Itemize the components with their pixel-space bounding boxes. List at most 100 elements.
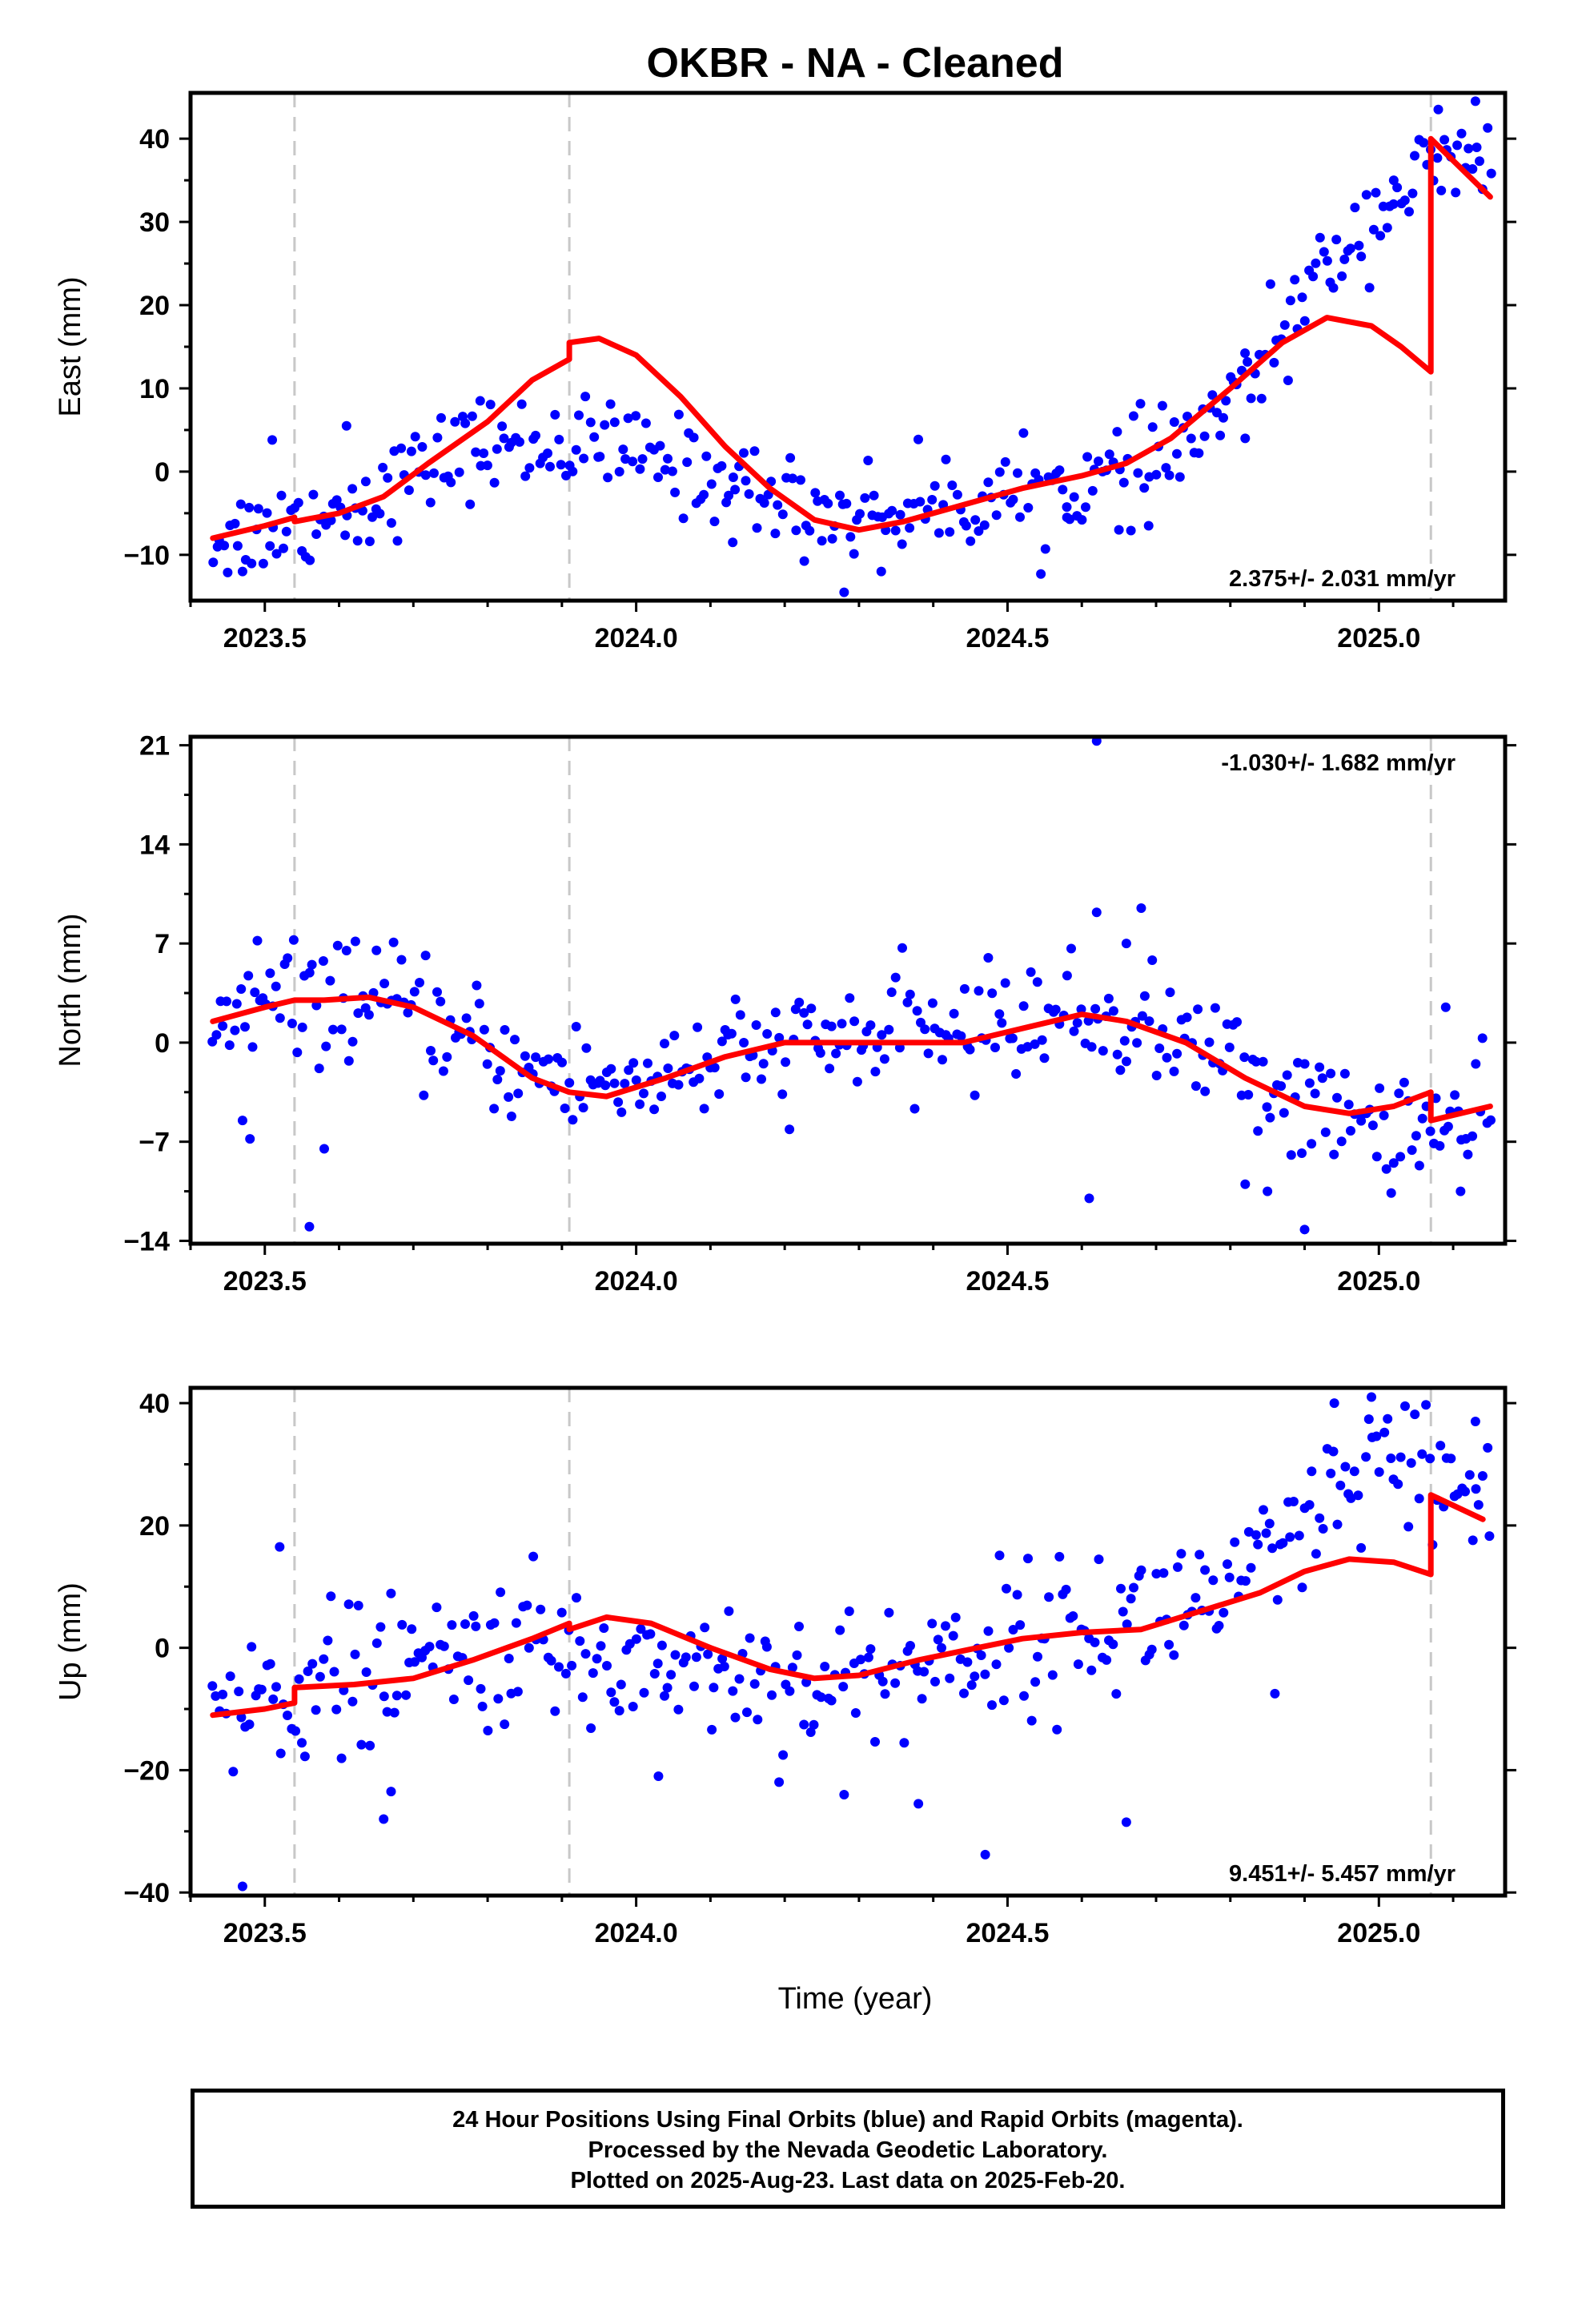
up-data-point bbox=[767, 1690, 777, 1700]
north-data-point bbox=[799, 1007, 809, 1018]
east-data-point bbox=[420, 470, 431, 480]
north-data-point bbox=[693, 1022, 703, 1032]
east-data-point bbox=[895, 509, 905, 520]
east-data-point bbox=[1297, 292, 1307, 303]
east-data-point bbox=[492, 444, 502, 454]
east-data-point bbox=[1207, 390, 1218, 400]
east-data-point bbox=[1139, 483, 1150, 493]
north-data-point bbox=[794, 997, 805, 1007]
east-outlier-point bbox=[267, 435, 278, 445]
up-data-point bbox=[703, 1649, 713, 1659]
east-data-point bbox=[1151, 469, 1162, 480]
up-data-point bbox=[1460, 1486, 1470, 1497]
east-data-point bbox=[623, 413, 633, 424]
up-x-tick-label: 2024.5 bbox=[966, 1918, 1049, 1948]
up-data-point bbox=[880, 1689, 890, 1699]
up-outlier-point bbox=[275, 1542, 285, 1552]
north-plot-frame bbox=[188, 734, 1508, 1246]
north-data-point bbox=[1282, 1070, 1292, 1080]
north-data-point bbox=[436, 996, 446, 1007]
east-data-point bbox=[618, 444, 628, 455]
up-panel: 2023.5 2024.0 2024.5 2025.0 −40 −20 0 20 40 Up (m… bbox=[54, 1385, 1516, 1948]
east-data-point bbox=[1356, 251, 1367, 262]
north-data-point bbox=[1037, 1035, 1047, 1045]
up-data-point bbox=[356, 1739, 367, 1750]
east-data-point bbox=[1023, 503, 1034, 513]
up-data-point bbox=[1294, 1530, 1304, 1541]
north-data-point bbox=[224, 1040, 235, 1051]
north-outlier-point bbox=[1084, 1193, 1094, 1204]
north-data-point bbox=[243, 971, 254, 981]
up-data-point bbox=[917, 1694, 927, 1704]
up-outlier-point bbox=[237, 1881, 247, 1892]
north-data-point bbox=[1279, 1108, 1289, 1118]
up-data-point bbox=[1340, 1462, 1351, 1472]
up-data-point bbox=[941, 1621, 950, 1631]
east-outlier-point bbox=[1470, 96, 1480, 107]
north-data-point bbox=[1407, 1145, 1417, 1156]
east-data-point bbox=[1077, 515, 1087, 525]
up-data-point bbox=[1379, 1427, 1390, 1437]
east-outlier-point bbox=[1388, 175, 1399, 186]
north-data-point bbox=[379, 979, 390, 989]
east-data-point bbox=[432, 432, 443, 443]
up-data-point bbox=[468, 1610, 479, 1621]
east-data-point bbox=[364, 537, 375, 546]
east-data-point bbox=[663, 453, 673, 464]
east-data-point bbox=[392, 536, 403, 546]
north-data-point bbox=[1477, 1033, 1488, 1043]
up-data-point bbox=[1371, 1431, 1382, 1441]
up-data-point bbox=[275, 1748, 286, 1759]
north-data-point bbox=[1251, 1056, 1261, 1067]
up-outlier-point bbox=[913, 1799, 924, 1809]
up-data-point bbox=[353, 1600, 363, 1610]
north-data-point bbox=[236, 984, 247, 994]
up-data-point bbox=[1393, 1479, 1403, 1490]
up-data-point bbox=[1288, 1497, 1299, 1506]
north-data-point bbox=[1265, 1112, 1275, 1123]
up-data-point bbox=[546, 1655, 556, 1666]
east-data-point bbox=[1456, 128, 1467, 139]
north-data-point bbox=[1375, 1083, 1385, 1093]
east-data-point bbox=[485, 400, 496, 410]
east-data-point bbox=[1013, 468, 1022, 478]
up-data-point bbox=[660, 1691, 669, 1701]
east-data-point bbox=[605, 399, 616, 409]
up-data-point bbox=[1410, 1409, 1420, 1420]
east-data-point bbox=[749, 446, 760, 456]
x-axis-label: Time (year) bbox=[778, 1982, 933, 2016]
north-y-tick-label: 21 bbox=[139, 731, 170, 762]
up-data-point bbox=[1243, 1526, 1254, 1537]
up-outlier-point bbox=[839, 1789, 849, 1799]
east-data-point bbox=[653, 472, 663, 482]
north-data-point bbox=[1210, 1003, 1220, 1013]
east-data-point bbox=[897, 539, 907, 549]
up-data-point bbox=[1086, 1665, 1097, 1675]
up-data-point bbox=[856, 1655, 865, 1665]
north-data-point bbox=[1165, 987, 1175, 998]
north-data-point bbox=[669, 1031, 680, 1041]
north-data-point bbox=[635, 1099, 645, 1109]
north-y-tick-label: −14 bbox=[123, 1226, 170, 1256]
east-data-point bbox=[1256, 393, 1267, 404]
east-data-point bbox=[515, 436, 524, 447]
east-data-point bbox=[1328, 283, 1339, 293]
north-data-point bbox=[350, 936, 360, 947]
east-data-point bbox=[375, 509, 385, 519]
north-data-point bbox=[506, 1112, 516, 1121]
up-data-point bbox=[1414, 1494, 1424, 1504]
east-data-point bbox=[640, 418, 651, 428]
up-data-point bbox=[307, 1659, 318, 1669]
north-data-point bbox=[297, 1022, 307, 1032]
up-outlier-point bbox=[1270, 1688, 1280, 1699]
north-data-point bbox=[1103, 993, 1114, 1003]
north-data-point bbox=[956, 1031, 966, 1041]
north-data-point bbox=[837, 1019, 847, 1029]
up-data-point bbox=[724, 1606, 734, 1616]
east-data-point bbox=[887, 505, 897, 516]
east-data-point bbox=[1243, 356, 1253, 367]
north-data-point bbox=[965, 1044, 975, 1055]
up-data-point bbox=[1383, 1413, 1393, 1424]
east-data-point bbox=[777, 509, 788, 520]
up-data-point bbox=[1030, 1677, 1041, 1687]
